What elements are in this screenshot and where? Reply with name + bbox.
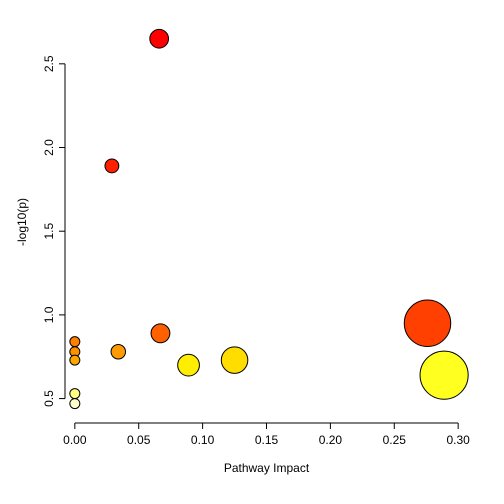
- x-tick-label: 0.00: [63, 433, 87, 447]
- y-tick-label: 1.5: [42, 223, 56, 240]
- y-tick-label: 2.5: [42, 55, 56, 72]
- scatter-point-11: [220, 346, 249, 374]
- x-axis: 0.00 0.05 0.10 0.15 0.20 0.25 0.30: [63, 422, 470, 447]
- scatter-point-2: [104, 158, 120, 174]
- scatter-point-1: [149, 28, 170, 49]
- x-tick-label: 0.25: [383, 433, 407, 447]
- y-tick-label: 2.0: [42, 139, 56, 156]
- y-axis-title: -log10(p): [15, 198, 29, 246]
- scatter-point-13: [419, 350, 469, 400]
- points-layer: [69, 28, 469, 410]
- x-tick-label: 0.20: [319, 433, 343, 447]
- y-tick-label: 1.0: [42, 306, 56, 323]
- y-axis: 0.5 1.0 1.5 2.0 2.5: [42, 55, 66, 407]
- x-axis-title: Pathway Impact: [224, 461, 310, 475]
- scatter-point-5: [69, 354, 81, 366]
- scatter-point-3: [69, 336, 81, 348]
- scatter-point-12: [403, 299, 452, 347]
- scatter-point-9: [150, 323, 171, 344]
- x-tick-label: 0.10: [191, 433, 215, 447]
- scatter-point-8: [110, 343, 127, 360]
- x-tick-label: 0.05: [127, 433, 151, 447]
- scatter-point-6: [69, 388, 81, 400]
- y-tick-label: 0.5: [42, 390, 56, 407]
- scatter-point-7: [69, 398, 81, 410]
- x-tick-label: 0.30: [446, 433, 470, 447]
- scatter-point-10: [177, 353, 200, 377]
- x-tick-label: 0.15: [255, 433, 279, 447]
